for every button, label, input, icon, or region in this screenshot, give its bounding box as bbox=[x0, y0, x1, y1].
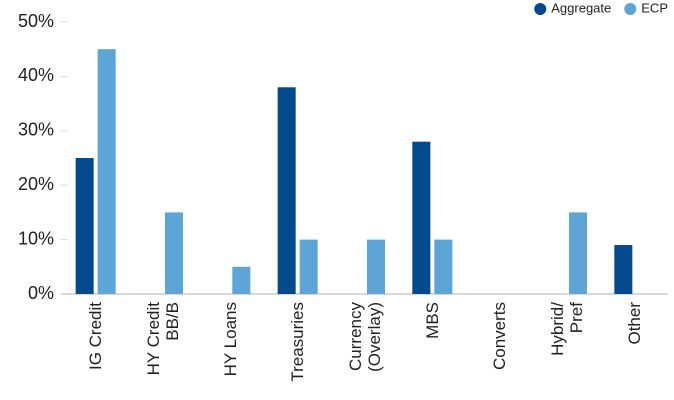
x-tick-label: HY Credit BB/B bbox=[144, 302, 182, 376]
y-tick-label: 20% bbox=[18, 174, 54, 194]
x-tick-label: Currency (Overlay) bbox=[346, 302, 384, 372]
bar bbox=[412, 141, 431, 294]
x-tick-label: Treasuries bbox=[288, 302, 308, 382]
y-tick-label: 30% bbox=[18, 120, 54, 140]
x-tick-label: Converts bbox=[490, 302, 510, 371]
bar bbox=[434, 239, 453, 294]
x-tick-label: Hybrid/ Pref bbox=[548, 302, 586, 356]
legend-swatch bbox=[534, 3, 547, 15]
legend-label: Aggregate bbox=[551, 0, 611, 15]
bar bbox=[367, 239, 385, 294]
bar bbox=[569, 212, 587, 294]
y-tick-label: 0% bbox=[28, 283, 54, 303]
x-tick-label: MBS bbox=[422, 302, 442, 339]
bar bbox=[614, 245, 633, 294]
x-tick-label: Other bbox=[624, 302, 644, 345]
bar bbox=[97, 49, 116, 295]
bar bbox=[232, 266, 251, 294]
bar bbox=[165, 212, 183, 294]
x-tick-label: IG Credit bbox=[86, 302, 106, 371]
legend-swatch bbox=[624, 3, 637, 15]
y-tick-label: 40% bbox=[18, 65, 54, 85]
bar bbox=[75, 158, 94, 294]
bar bbox=[277, 87, 296, 294]
y-tick-label: 50% bbox=[18, 11, 54, 31]
x-tick-label: HY Loans bbox=[220, 302, 240, 377]
y-tick-label: 10% bbox=[18, 228, 54, 248]
bar bbox=[299, 239, 318, 294]
legend-label: ECP bbox=[641, 0, 668, 15]
